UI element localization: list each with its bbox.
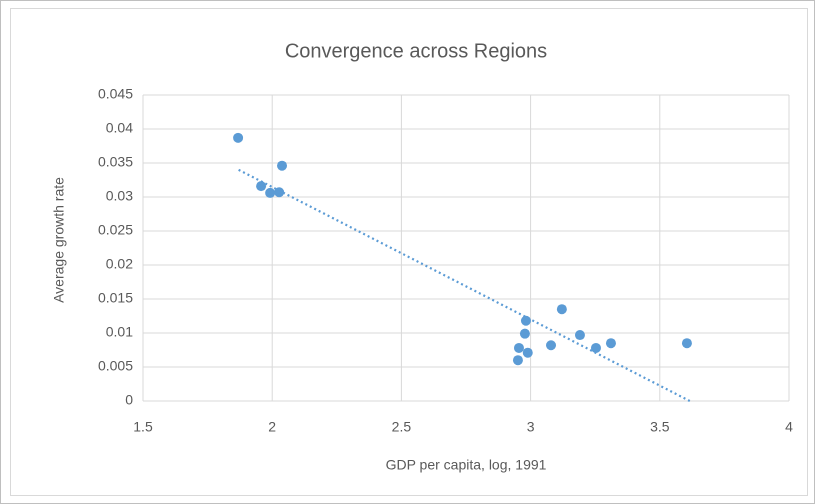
x-axis-label: GDP per capita, log, 1991 — [386, 457, 547, 473]
x-tick-label: 2.5 — [392, 419, 412, 435]
y-tick-label: 0 — [125, 392, 133, 408]
y-axis-label: Average growth rate — [51, 177, 67, 303]
point — [519, 328, 530, 339]
y-tick-label: 0.025 — [98, 222, 133, 238]
x-tick-label: 1.5 — [133, 419, 153, 435]
y-tick-label: 0.04 — [106, 120, 133, 136]
y-tick-label: 0.03 — [106, 188, 133, 204]
y-tick-label: 0.045 — [98, 86, 133, 102]
point — [512, 355, 523, 366]
point — [513, 342, 524, 353]
y-tick-label: 0.015 — [98, 290, 133, 306]
point — [556, 304, 567, 315]
y-tick-label: 0.02 — [106, 256, 133, 272]
y-tick-label: 0.01 — [106, 324, 133, 340]
y-tick-label: 0.035 — [98, 154, 133, 170]
x-tick-label: 3 — [527, 419, 535, 435]
x-tick-label: 3.5 — [650, 419, 670, 435]
point — [574, 330, 585, 341]
x-tick-label: 4 — [785, 419, 793, 435]
point — [274, 187, 285, 198]
point — [590, 342, 601, 353]
point — [546, 340, 557, 351]
point — [520, 315, 531, 326]
point — [522, 347, 533, 358]
chart-title: Convergence across Regions — [285, 40, 547, 62]
point — [256, 181, 267, 192]
x-tick-label: 2 — [268, 419, 276, 435]
point — [681, 338, 692, 349]
point — [265, 187, 276, 198]
point — [233, 132, 244, 143]
point — [277, 160, 288, 171]
point — [605, 338, 616, 349]
y-tick-label: 0.005 — [98, 358, 133, 374]
